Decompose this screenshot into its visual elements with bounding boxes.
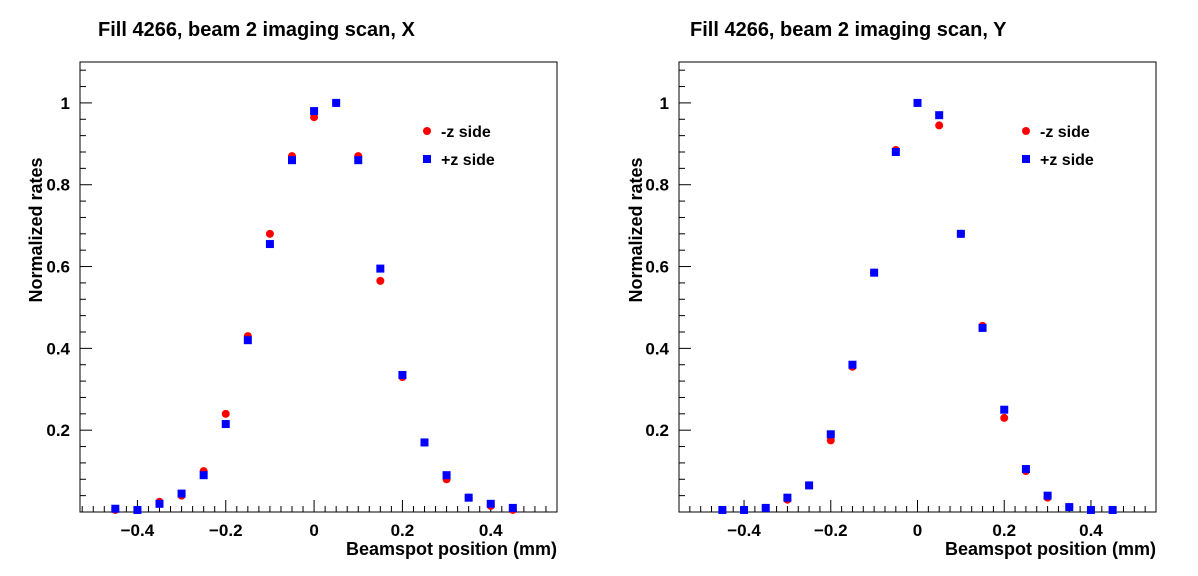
- legend: -z side +z side: [423, 124, 495, 169]
- y-tick-label: 0.8: [645, 176, 669, 195]
- y-tick-label: 0.4: [645, 339, 669, 358]
- point-minus-z: [1000, 413, 1009, 422]
- y-tick-label: 0.2: [645, 421, 669, 440]
- point-plus-z: [508, 503, 517, 512]
- legend-marker-minus-z: [423, 127, 431, 135]
- y-axis-title: Normalized rates: [26, 157, 46, 302]
- chart-title: Fill 4266, beam 2 imaging scan, X: [98, 19, 415, 41]
- point-plus-z: [1108, 505, 1117, 514]
- data-points: [111, 98, 517, 514]
- point-plus-z: [1065, 503, 1074, 512]
- point-plus-z: [442, 471, 451, 480]
- point-plus-z: [265, 240, 274, 249]
- panel-x-scan: Fill 4266, beam 2 imaging scan, X −0.4 −0…: [26, 19, 558, 559]
- x-tick-label: −0.4: [121, 521, 155, 540]
- point-plus-z: [891, 148, 900, 156]
- point-plus-z: [288, 156, 296, 165]
- point-plus-z: [177, 489, 186, 498]
- x-axis-title: Beamspot position (mm): [945, 539, 1156, 559]
- point-plus-z: [761, 503, 770, 512]
- point-plus-z: [420, 438, 429, 447]
- chart-title: Fill 4266, beam 2 imaging scan, Y: [690, 19, 1007, 41]
- point-minus-z: [935, 121, 944, 130]
- point-plus-z: [155, 499, 164, 508]
- point-plus-z: [332, 98, 341, 107]
- point-plus-z: [199, 471, 208, 480]
- y-tick-label: 1: [61, 94, 70, 113]
- legend-marker-plus-z: [1022, 155, 1030, 163]
- point-plus-z: [718, 505, 727, 514]
- point-minus-z: [310, 113, 319, 122]
- point-plus-z: [1000, 405, 1009, 414]
- legend-marker-minus-z: [1022, 127, 1030, 135]
- x-tick-label: −0.2: [209, 521, 243, 540]
- x-tick-label: −0.4: [727, 521, 761, 540]
- legend-label-minus-z: -z side: [1040, 124, 1090, 141]
- point-plus-z: [783, 493, 792, 502]
- point-plus-z: [398, 370, 407, 379]
- point-plus-z: [826, 430, 835, 439]
- point-plus-z: [870, 268, 879, 277]
- point-minus-z: [826, 436, 835, 445]
- point-minus-z: [221, 409, 230, 418]
- point-plus-z: [956, 229, 965, 238]
- x-tick-label: 0.4: [1079, 521, 1103, 540]
- point-plus-z: [243, 336, 252, 345]
- point-plus-z: [133, 505, 142, 514]
- data-points: [718, 98, 1117, 514]
- y-tick-label: 1: [660, 94, 669, 113]
- plot-frame: [79, 61, 558, 513]
- point-plus-z: [111, 504, 120, 513]
- point-minus-z: [265, 229, 274, 238]
- panel-y-scan: Fill 4266, beam 2 imaging scan, Y −0.4 −0…: [626, 19, 1157, 559]
- x-axis-title: Beamspot position (mm): [346, 539, 557, 559]
- point-plus-z: [1021, 465, 1030, 474]
- point-plus-z: [740, 505, 749, 514]
- y-axis-title: Normalized rates: [626, 157, 646, 302]
- legend-label-minus-z: -z side: [441, 124, 491, 141]
- y-tick-label: 0.4: [46, 339, 70, 358]
- point-plus-z: [978, 323, 987, 332]
- legend-label-plus-z: +z side: [1040, 152, 1094, 169]
- x-tick-label: −0.2: [814, 521, 848, 540]
- y-tick-label: 0.6: [645, 258, 669, 277]
- x-tick-label: 0.4: [479, 521, 503, 540]
- point-plus-z: [848, 360, 857, 369]
- point-plus-z: [486, 499, 495, 508]
- point-plus-z: [913, 98, 922, 107]
- x-tick-label: 0.2: [992, 521, 1016, 540]
- point-plus-z: [935, 111, 944, 120]
- point-plus-z: [1043, 491, 1052, 500]
- tick-labels: −0.4 −0.2 0 0.2 0.4 0.2 0.4 0.6 0.8 1: [46, 94, 503, 540]
- y-tick-label: 0.8: [46, 176, 70, 195]
- legend-label-plus-z: +z side: [441, 152, 495, 169]
- point-minus-z: [376, 276, 385, 285]
- y-tick-label: 0.6: [46, 258, 70, 277]
- legend: -z side +z side: [1022, 124, 1094, 169]
- point-plus-z: [310, 107, 319, 116]
- x-tick-label: 0.2: [391, 521, 415, 540]
- point-plus-z: [1086, 505, 1095, 514]
- point-plus-z: [805, 481, 814, 490]
- point-plus-z: [464, 493, 473, 502]
- x-tick-label: 0: [913, 521, 922, 540]
- legend-marker-plus-z: [423, 155, 431, 163]
- y-tick-label: 0.2: [46, 421, 70, 440]
- x-tick-label: 0: [309, 521, 318, 540]
- tick-labels: −0.4 −0.2 0 0.2 0.4 0.2 0.4 0.6 0.8 1: [645, 94, 1103, 540]
- point-plus-z: [354, 156, 363, 165]
- point-plus-z: [221, 420, 230, 429]
- point-plus-z: [376, 264, 385, 273]
